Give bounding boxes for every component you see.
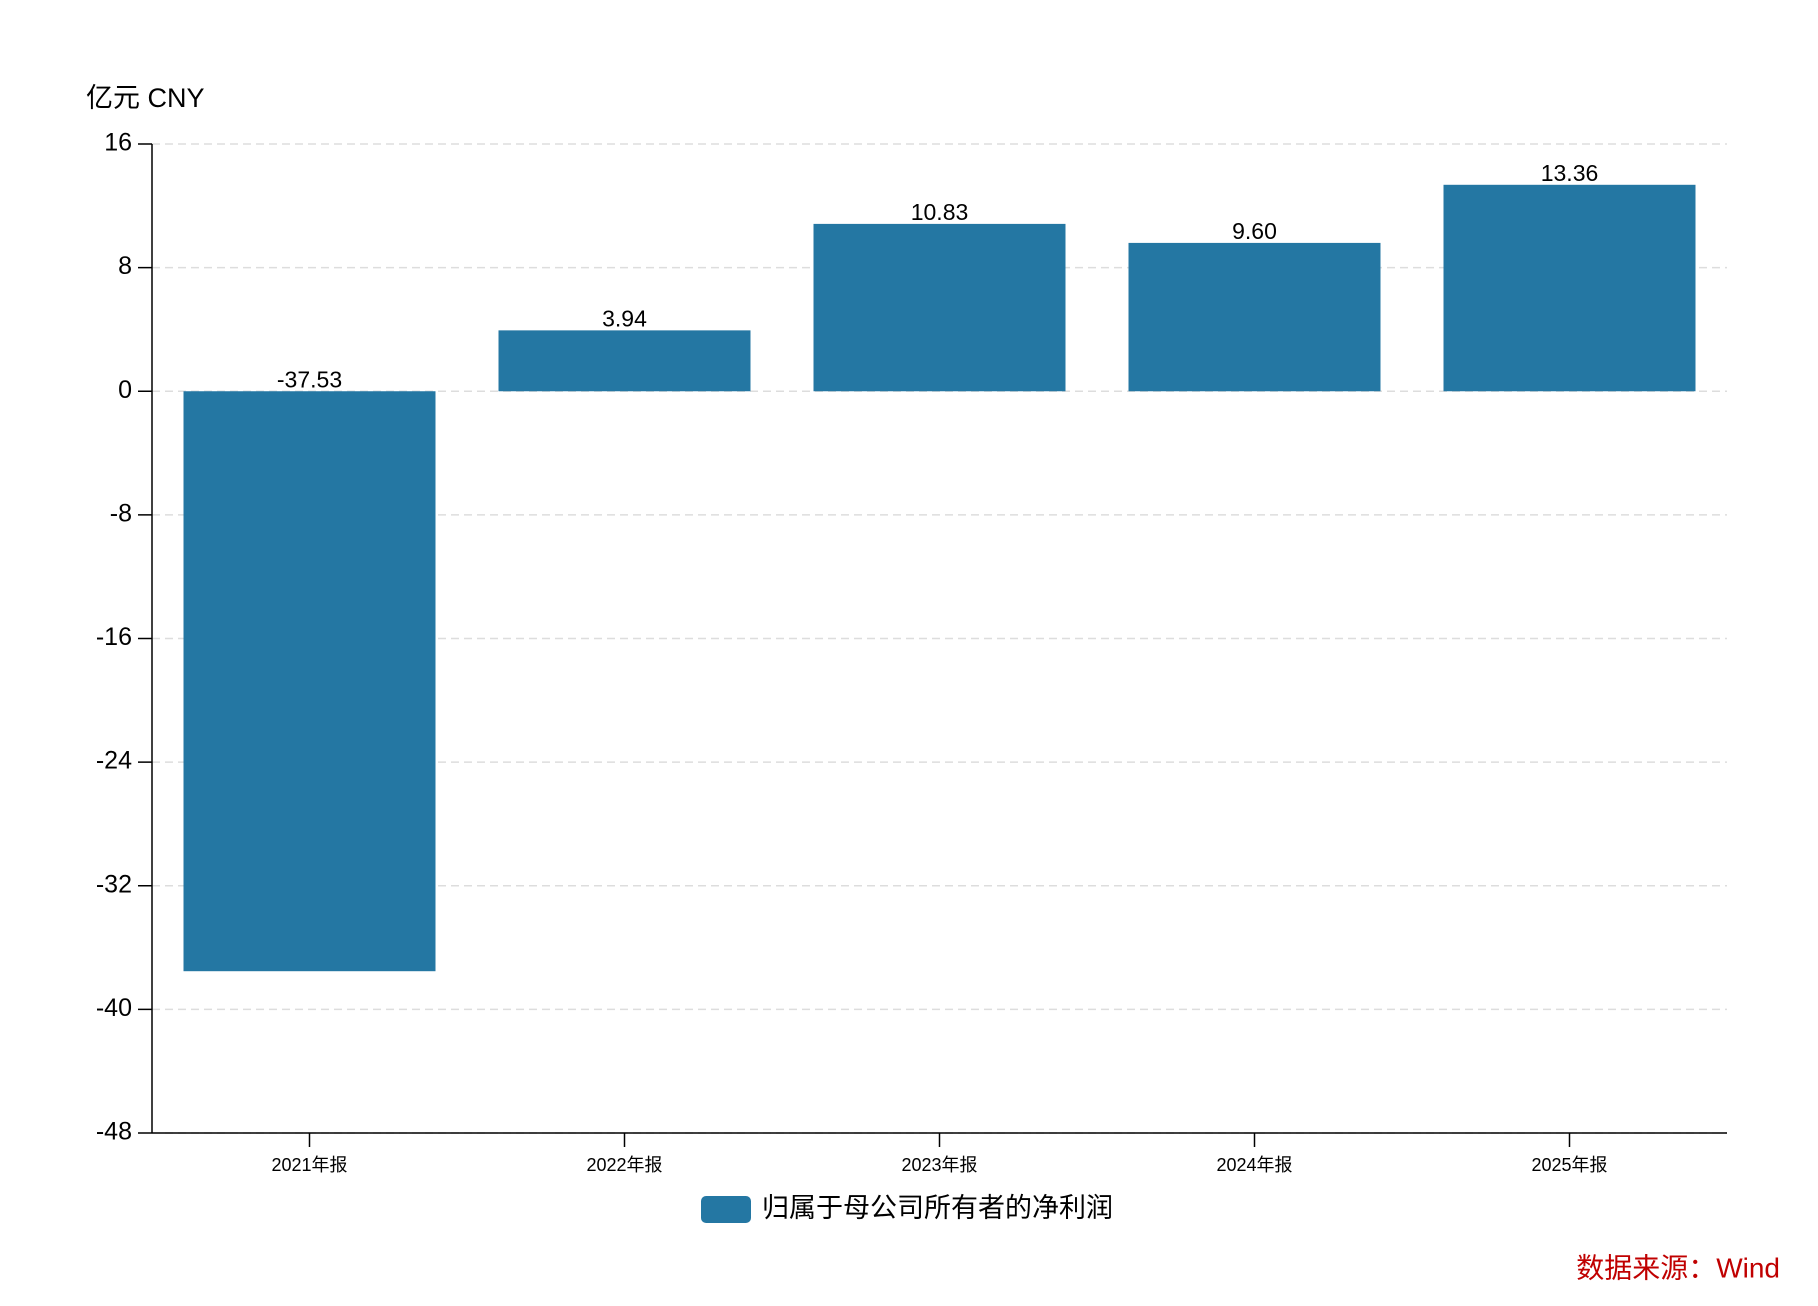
y-axis-label: 亿元 CNY — [86, 83, 205, 113]
x-tick-label: 2023年报 — [901, 1155, 977, 1175]
y-tick-label: -40 — [96, 994, 132, 1022]
bar — [813, 223, 1066, 392]
x-tick-label: 2022年报 — [586, 1155, 662, 1175]
y-tick-label: -24 — [96, 747, 132, 775]
y-tick-label: -8 — [110, 499, 132, 527]
data-label: -37.53 — [277, 366, 342, 392]
data-label: 13.36 — [1541, 160, 1599, 186]
y-tick-label: 8 — [118, 252, 132, 280]
data-label: 10.83 — [911, 199, 969, 225]
y-tick-label: 0 — [118, 376, 132, 404]
legend-label: 归属于母公司所有者的净利润 — [762, 1193, 1113, 1223]
bar — [183, 391, 436, 972]
y-tick-label: -32 — [96, 870, 132, 898]
source: 数据来源：Wind — [1576, 1252, 1780, 1283]
bar — [498, 330, 751, 392]
y-tick-label: -16 — [96, 623, 132, 651]
x-tick-label: 2021年报 — [271, 1155, 347, 1175]
data-label: 3.94 — [602, 305, 647, 331]
data-label: 9.60 — [1232, 218, 1277, 244]
y-tick-label: 16 — [104, 129, 132, 157]
x-tick-label: 2024年报 — [1216, 1155, 1292, 1175]
y-tick-label: -48 — [96, 1118, 132, 1146]
x-tick-label: 2025年报 — [1531, 1155, 1607, 1175]
bar — [1128, 242, 1381, 392]
bar — [1443, 184, 1696, 392]
legend-swatch — [701, 1196, 751, 1223]
